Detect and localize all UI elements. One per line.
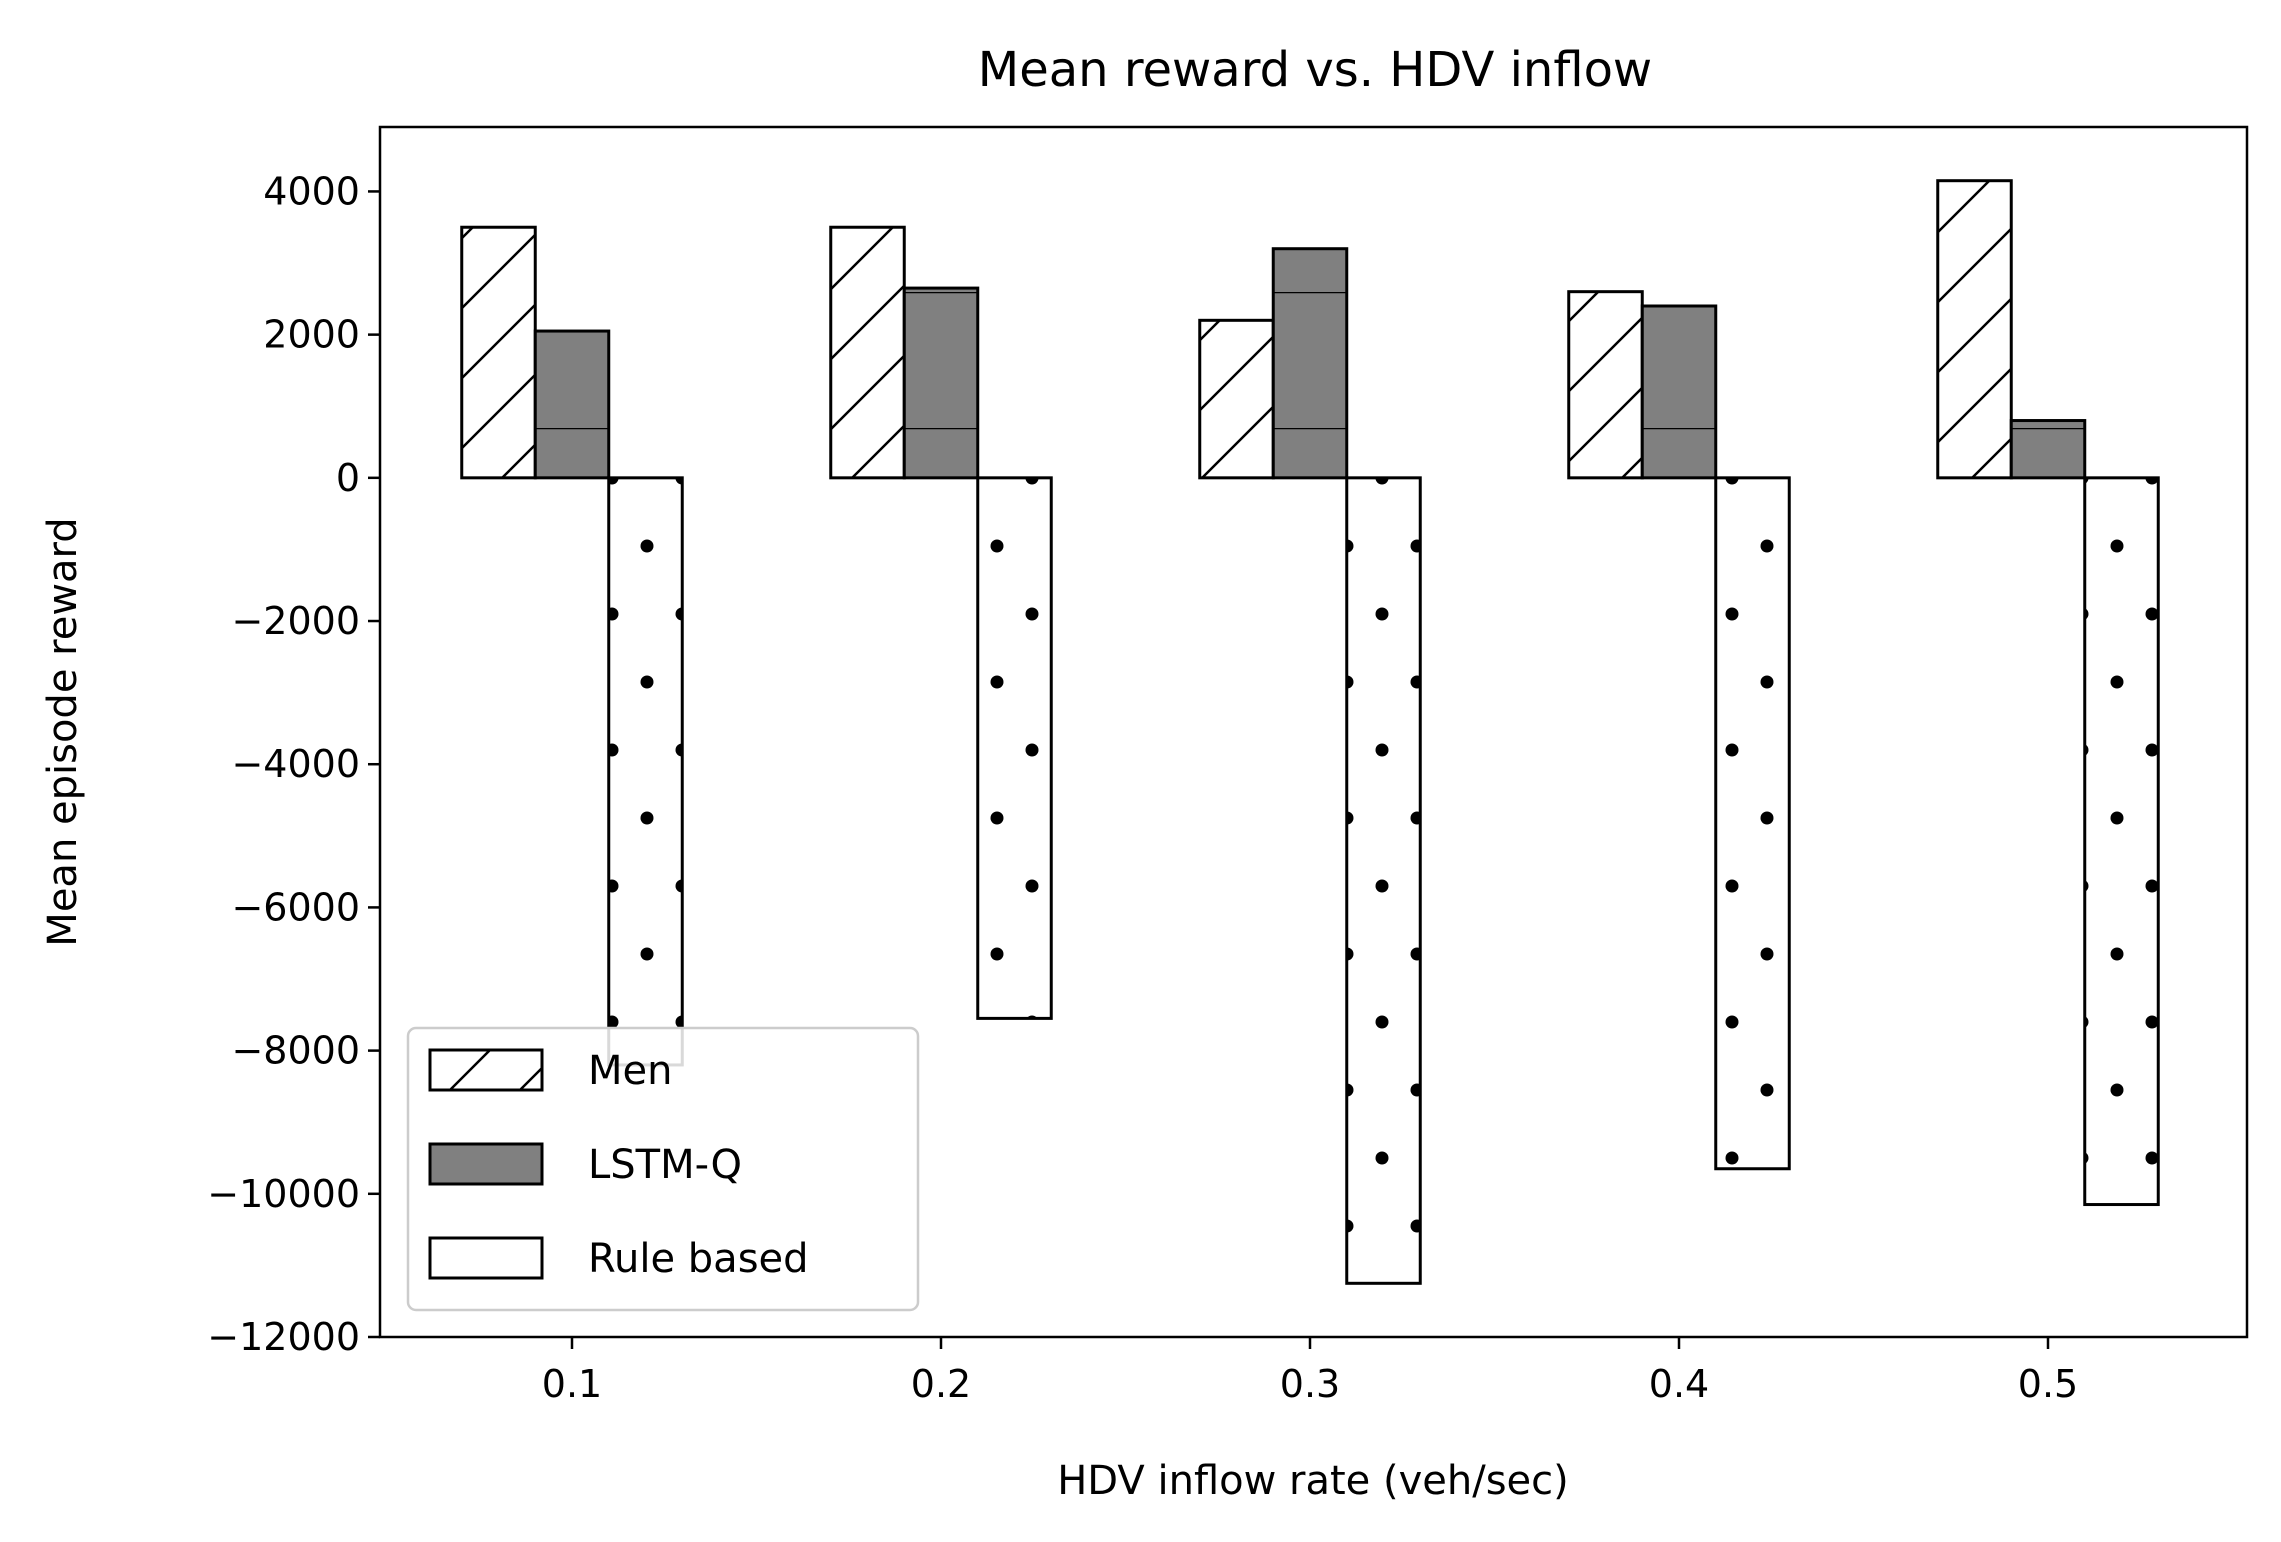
- bar-rule-based-0.1: [607, 476, 684, 1067]
- x-tick-label: 0.1: [542, 1362, 602, 1406]
- plot-frame: [378, 125, 2249, 1339]
- bar-men-0.4: [1567, 290, 1644, 480]
- bar-rule-based-0.4: [1714, 476, 1791, 1171]
- bars-group: [460, 179, 2160, 1285]
- bar-lstm-q-0.3: [1271, 247, 1349, 480]
- y-tick-label: −10000: [207, 1172, 360, 1216]
- y-tick-label: −8000: [231, 1029, 360, 1073]
- bar-rule-based-0.2: [976, 476, 1053, 1020]
- y-tick-label: 2000: [263, 313, 360, 357]
- y-tick-label: −6000: [231, 885, 360, 929]
- x-tick-label: 0.4: [1649, 1362, 1709, 1406]
- x-tick-label: 0.5: [2018, 1362, 2078, 1406]
- x-tick-label: 0.2: [911, 1362, 971, 1406]
- x-tick-label: 0.3: [1280, 1362, 1340, 1406]
- legend-label: LSTM-Q: [588, 1142, 742, 1188]
- bar-lstm-q-0.5: [2009, 419, 2087, 480]
- y-tick-label: 0: [336, 456, 360, 500]
- bar-lstm-q-0.1: [533, 329, 611, 480]
- legend-entry-rule-based: Rule based: [428, 1236, 809, 1282]
- legend-entry-men: Men: [428, 1048, 672, 1094]
- y-tick-label: −12000: [207, 1315, 360, 1359]
- bar-men-0.3: [1198, 318, 1275, 480]
- bar-men-0.2: [829, 225, 906, 480]
- y-axis-ticks: 4000 2000 0 −2000 −4000 −6000 −8000 −10000 −1200…: [207, 169, 380, 1359]
- chart-title: Mean reward vs. HDV inflow: [978, 42, 1652, 98]
- bar-rule-based-0.5: [2083, 476, 2160, 1207]
- y-axis-label: Mean episode reward: [40, 517, 86, 946]
- x-axis-ticks: 0.1 0.2 0.3 0.4 0.5: [542, 1337, 2078, 1406]
- bar-lstm-q-0.4: [1640, 304, 1718, 480]
- legend-label: Men: [588, 1048, 672, 1094]
- legend-label: Rule based: [588, 1236, 809, 1282]
- x-axis-label: HDV inflow rate (veh/sec): [1057, 1458, 1569, 1504]
- y-tick-label: −2000: [231, 599, 360, 643]
- y-tick-label: 4000: [263, 169, 360, 213]
- bar-men-0.1: [460, 225, 537, 480]
- bar-men-0.5: [1936, 179, 2013, 480]
- bar-rule-based-0.3: [1345, 476, 1422, 1285]
- y-tick-label: −4000: [231, 742, 360, 786]
- bar-lstm-q-0.2: [902, 286, 980, 480]
- legend-entry-lstm-q: LSTM-Q: [428, 1142, 742, 1188]
- legend: Men LSTM-Q Rule based: [406, 1026, 920, 1312]
